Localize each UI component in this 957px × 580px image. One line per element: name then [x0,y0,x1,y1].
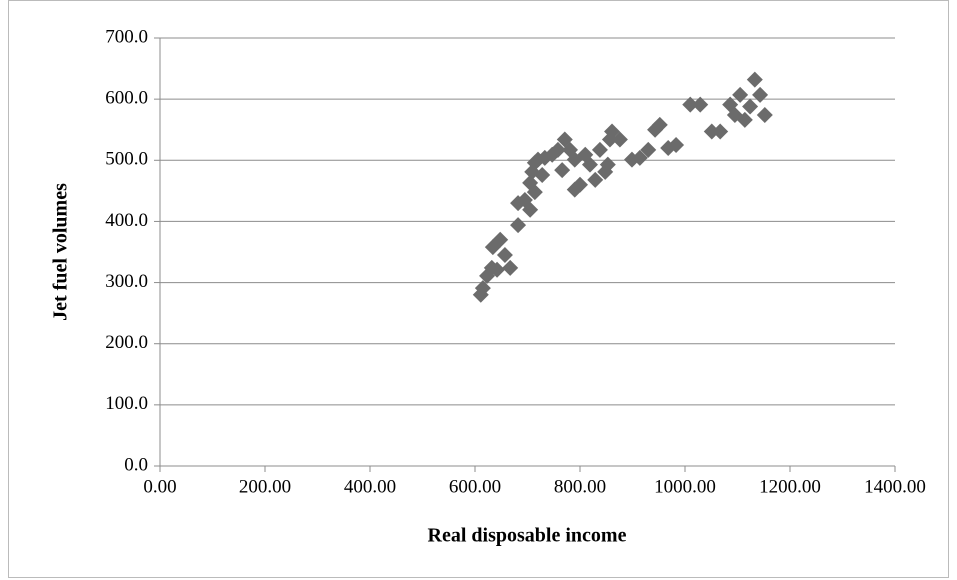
point [631,149,648,166]
point [599,156,616,173]
point [581,156,598,173]
point [489,261,506,278]
point [640,141,657,158]
x-tick-label: 0.00 [143,476,176,497]
point [534,166,551,183]
y-tick-label: 100.0 [105,393,148,414]
y-axis-title: Jet fuel volumes [50,183,72,321]
point [692,96,709,113]
x-tick-label: 1000.00 [654,476,716,497]
y-tick-label: 300.0 [105,271,148,292]
x-tick-label: 600.00 [449,476,501,497]
point [668,137,685,153]
y-tick-label: 400.0 [105,210,148,231]
point [526,184,543,201]
point [736,111,753,128]
point [756,107,773,124]
x-tick-label: 1400.00 [864,476,926,497]
point [549,141,566,158]
point [742,98,759,115]
x-axis-title: Real disposable income [428,525,627,547]
point [554,162,571,179]
point [752,86,769,103]
point [492,231,509,248]
point [682,96,699,113]
point [732,86,749,103]
point [591,141,608,158]
x-tick-label: 800.00 [554,476,606,497]
x-tick-label: 1200.00 [759,476,821,497]
point [712,123,729,140]
point [510,217,527,234]
x-tick-label: 400.00 [344,476,396,497]
point [703,123,720,140]
point [474,280,491,297]
y-tick-label: 600.0 [105,88,148,109]
point [502,259,519,276]
y-tick-label: 200.0 [105,332,148,353]
x-tick-label: 200.00 [239,476,291,497]
point [496,247,513,264]
y-tick-label: 0.0 [124,454,148,475]
y-tick-label: 700.0 [105,26,148,47]
point [572,176,588,193]
point [587,171,604,188]
y-tick-label: 500.0 [105,149,148,170]
point [651,116,668,133]
point [522,201,539,218]
point [746,71,763,88]
point [611,131,628,148]
